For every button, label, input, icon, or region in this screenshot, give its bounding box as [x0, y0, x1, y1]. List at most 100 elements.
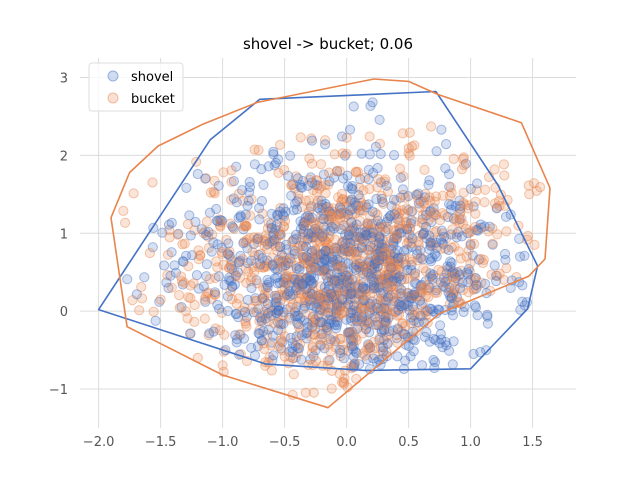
point-bucket: [381, 305, 392, 316]
point-shovel: [267, 236, 278, 247]
point-shovel: [185, 230, 196, 241]
point-shovel: [304, 275, 315, 286]
point-shovel: [332, 316, 343, 327]
point-bucket: [180, 306, 191, 317]
point-shovel: [279, 273, 290, 284]
point-shovel: [298, 217, 309, 228]
point-bucket: [224, 246, 235, 257]
point-shovel: [316, 305, 327, 316]
point-bucket: [341, 207, 352, 219]
point-bucket: [403, 143, 414, 154]
point-bucket: [311, 187, 322, 198]
point-bucket: [393, 258, 404, 269]
point-shovel: [306, 228, 317, 239]
point-bucket: [310, 219, 321, 230]
point-shovel: [336, 208, 347, 219]
point-shovel: [322, 292, 333, 303]
point-bucket: [304, 206, 315, 217]
point-shovel: [446, 257, 457, 269]
point-bucket: [308, 311, 319, 322]
point-bucket: [215, 221, 226, 232]
point-bucket: [358, 264, 369, 275]
point-bucket: [420, 206, 431, 217]
point-shovel: [201, 259, 212, 270]
point-shovel: [246, 255, 257, 266]
point-shovel: [305, 172, 316, 183]
point-shovel: [500, 211, 512, 222]
point-bucket: [337, 289, 348, 300]
point-shovel: [319, 282, 330, 293]
point-shovel: [262, 279, 273, 290]
point-bucket: [246, 303, 257, 314]
point-bucket: [384, 329, 395, 340]
point-bucket: [262, 223, 273, 234]
point-bucket: [386, 270, 397, 281]
point-bucket: [204, 273, 215, 284]
point-bucket: [453, 270, 464, 281]
point-bucket: [409, 140, 420, 151]
point-bucket: [381, 273, 392, 284]
point-bucket: [360, 199, 371, 210]
point-shovel: [364, 317, 375, 329]
point-bucket: [427, 211, 438, 222]
point-shovel: [453, 227, 464, 238]
point-bucket: [373, 174, 384, 185]
point-bucket: [323, 202, 334, 213]
point-shovel: [476, 222, 487, 233]
point-bucket: [402, 287, 413, 298]
point-shovel: [346, 315, 357, 326]
point-bucket: [389, 231, 400, 242]
point-bucket: [391, 288, 402, 299]
point-shovel: [385, 255, 396, 266]
point-shovel: [364, 308, 375, 319]
point-shovel: [209, 287, 221, 298]
point-shovel: [345, 282, 356, 293]
point-bucket: [308, 185, 319, 196]
point-bucket: [489, 164, 500, 175]
point-bucket: [435, 243, 447, 254]
point-shovel: [519, 250, 530, 261]
point-shovel: [424, 175, 435, 186]
point-bucket: [324, 215, 335, 226]
point-shovel: [191, 270, 202, 281]
point-shovel: [361, 324, 372, 335]
point-shovel: [342, 289, 353, 300]
point-shovel: [280, 239, 292, 250]
point-shovel: [185, 328, 196, 339]
point-shovel: [331, 276, 343, 287]
point-shovel: [272, 264, 283, 275]
point-shovel: [375, 288, 386, 299]
point-shovel: [381, 303, 392, 314]
point-bucket: [493, 196, 505, 207]
point-bucket: [306, 232, 317, 243]
point-bucket: [234, 257, 245, 268]
point-shovel: [262, 239, 273, 250]
point-bucket: [413, 240, 424, 251]
point-shovel: [475, 219, 486, 230]
point-shovel: [406, 290, 417, 301]
point-bucket: [399, 274, 410, 285]
point-shovel: [323, 291, 334, 302]
point-bucket: [463, 287, 474, 298]
point-shovel: [367, 232, 378, 243]
point-bucket: [182, 219, 194, 230]
point-bucket: [356, 205, 367, 216]
point-shovel: [388, 236, 399, 247]
point-bucket: [206, 293, 217, 304]
grid: [80, 58, 576, 428]
point-bucket: [391, 329, 402, 341]
point-shovel: [300, 212, 311, 223]
point-shovel: [294, 343, 305, 354]
point-bucket: [257, 293, 268, 305]
point-shovel: [347, 223, 358, 234]
point-bucket: [385, 255, 396, 266]
point-bucket: [315, 340, 327, 351]
point-bucket: [376, 190, 387, 201]
point-shovel: [198, 281, 209, 292]
point-bucket: [433, 264, 444, 275]
point-bucket: [238, 236, 250, 247]
point-bucket: [386, 234, 397, 246]
point-bucket: [226, 294, 237, 305]
point-bucket: [455, 206, 466, 217]
